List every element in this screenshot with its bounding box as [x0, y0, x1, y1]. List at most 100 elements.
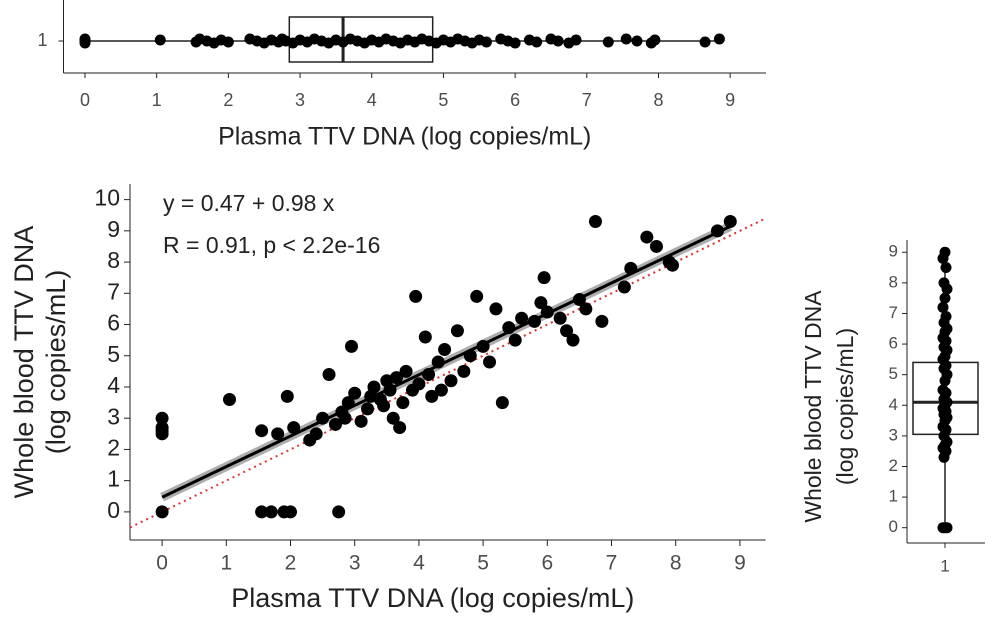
point: [939, 292, 951, 304]
y-axis-label: (log copies/mL): [832, 328, 858, 485]
point: [332, 505, 346, 519]
point: [155, 424, 169, 438]
x-axis-label: Plasma TTV DNA (log copies/mL): [218, 123, 591, 151]
point: [666, 258, 680, 272]
y-tick-label: 4: [889, 395, 898, 414]
x-tick-label: 9: [725, 90, 735, 110]
point: [348, 386, 362, 400]
point: [710, 224, 724, 238]
point: [409, 289, 423, 303]
y-tick-label: 10: [94, 185, 120, 211]
point: [264, 505, 278, 519]
point: [699, 36, 711, 48]
point: [155, 411, 169, 425]
point: [255, 424, 269, 438]
reference-line: [129, 217, 767, 529]
y-tick-label: 1: [889, 487, 898, 506]
point: [444, 374, 458, 388]
x-tick-label: 2: [285, 552, 297, 575]
point: [364, 389, 378, 403]
point: [649, 34, 661, 46]
y-tick-label: 0: [107, 497, 120, 523]
y-tick-label: 5: [107, 341, 120, 367]
point: [939, 246, 951, 258]
x-tick-label: 7: [606, 552, 618, 575]
point: [450, 324, 464, 338]
x-tick-label: 5: [477, 552, 489, 575]
y-tick-label: 1: [37, 30, 47, 50]
fit-line: [161, 225, 731, 499]
point: [941, 522, 953, 534]
point: [271, 427, 285, 441]
point: [570, 34, 582, 46]
y-tick-label: 9: [107, 216, 120, 242]
point: [624, 261, 638, 275]
point: [389, 371, 403, 385]
point: [434, 383, 448, 397]
point: [280, 389, 294, 403]
y-tick-label: 8: [107, 247, 120, 273]
x-tick-label: 4: [367, 90, 377, 110]
point: [572, 293, 586, 307]
point: [377, 399, 391, 413]
point: [155, 505, 169, 519]
point: [316, 411, 330, 425]
point: [531, 36, 543, 48]
x-tick-label: 4: [413, 552, 425, 575]
point: [588, 214, 602, 228]
point: [723, 214, 737, 228]
x-tick-label: 0: [80, 90, 90, 110]
point: [383, 383, 397, 397]
point: [425, 389, 439, 403]
y-tick-label: 5: [889, 364, 898, 383]
point: [386, 411, 400, 425]
annotation: y = 0.47 + 0.98 x: [163, 190, 335, 216]
y-tick-label: 1: [107, 466, 120, 492]
x-axis-label: Plasma TTV DNA (log copies/mL): [231, 583, 634, 613]
point: [480, 36, 492, 48]
point: [361, 402, 375, 416]
point: [223, 392, 237, 406]
point: [483, 355, 497, 369]
x-tick-label: 1: [940, 556, 949, 575]
point: [309, 427, 323, 441]
point: [560, 324, 574, 338]
y-tick-label: 9: [889, 242, 898, 261]
point: [940, 311, 952, 323]
point: [553, 311, 567, 325]
point: [508, 333, 522, 347]
point: [938, 277, 950, 289]
x-tick-label: 1: [152, 90, 162, 110]
point: [534, 296, 548, 310]
point: [552, 35, 564, 47]
point: [255, 505, 269, 519]
point: [222, 36, 234, 48]
point: [412, 377, 426, 391]
point: [940, 262, 952, 274]
point: [527, 314, 541, 328]
point: [937, 301, 949, 313]
point: [495, 396, 509, 410]
point: [354, 414, 368, 428]
point: [341, 396, 355, 410]
point: [470, 289, 484, 303]
point: [418, 330, 432, 344]
point: [328, 417, 342, 431]
point: [566, 333, 580, 347]
x-tick-label: 3: [295, 90, 305, 110]
y-tick-label: 2: [889, 456, 898, 475]
y-tick-label: 2: [107, 435, 120, 461]
x-tick-label: 0: [156, 552, 168, 575]
point: [79, 37, 91, 49]
point: [438, 343, 452, 357]
y-tick-label: 7: [889, 303, 898, 322]
point: [338, 411, 352, 425]
y-tick-label: 3: [107, 403, 120, 429]
point: [540, 305, 554, 319]
point: [509, 37, 521, 49]
y-tick-label: 6: [107, 310, 120, 336]
point: [154, 34, 166, 46]
x-tick-label: 3: [349, 552, 361, 575]
y-axis-label: Whole blood TTV DNA: [800, 290, 826, 523]
point: [502, 321, 516, 335]
